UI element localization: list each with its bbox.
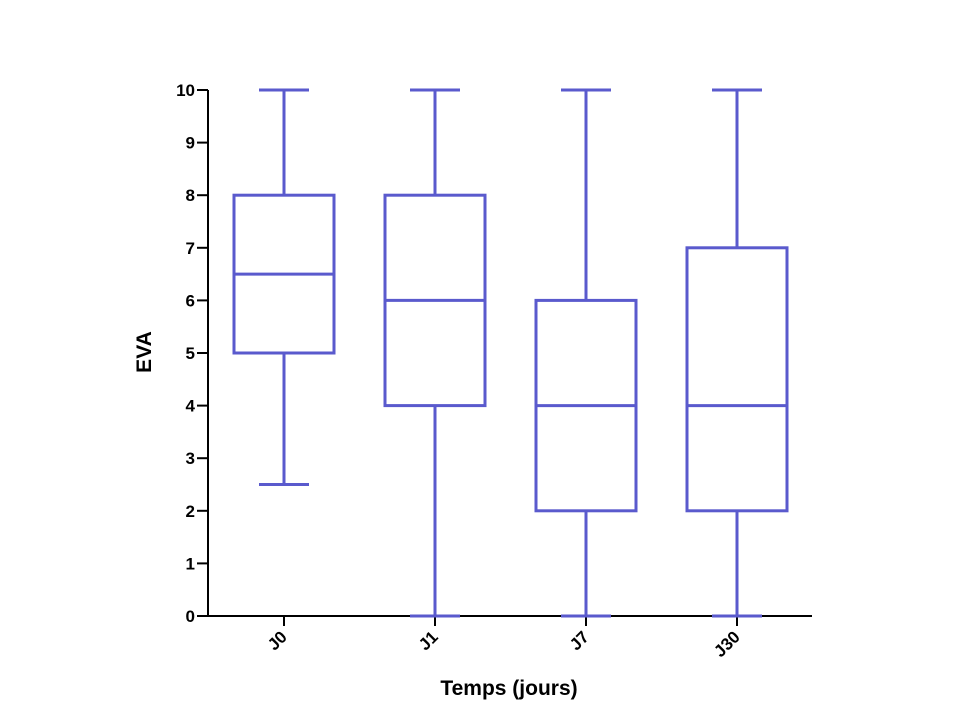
y-tick-label: 4 [186,397,196,416]
y-tick-label: 8 [186,186,195,205]
y-tick-label: 9 [186,134,195,153]
x-tick-label: J1 [415,627,442,654]
box-j1 [383,88,487,618]
x-axis-title: Temps (jours) [440,677,577,700]
x-tick-label: J30 [710,627,743,660]
box-j0 [232,88,336,486]
y-tick-label: 2 [186,502,195,521]
box-j7 [534,88,638,618]
box-j30 [685,88,789,618]
y-axis-title: EVA [133,331,156,373]
iqr-box [685,246,789,513]
y-tick-label: 3 [186,449,195,468]
x-tick-label: J0 [264,627,291,654]
y-tick-label: 0 [186,607,195,626]
x-axis: J0 J1 J7 J30 [197,615,812,661]
y-tick-label: 6 [186,291,195,310]
y-axis: 0 1 2 3 4 5 6 7 8 9 10 [176,81,209,626]
y-tick-label: 7 [186,239,195,258]
y-tick-label: 10 [176,81,195,100]
y-tick-label: 1 [186,554,195,573]
x-tick-label: J7 [566,627,593,654]
boxes [232,88,789,618]
y-tick-label: 5 [186,344,195,363]
